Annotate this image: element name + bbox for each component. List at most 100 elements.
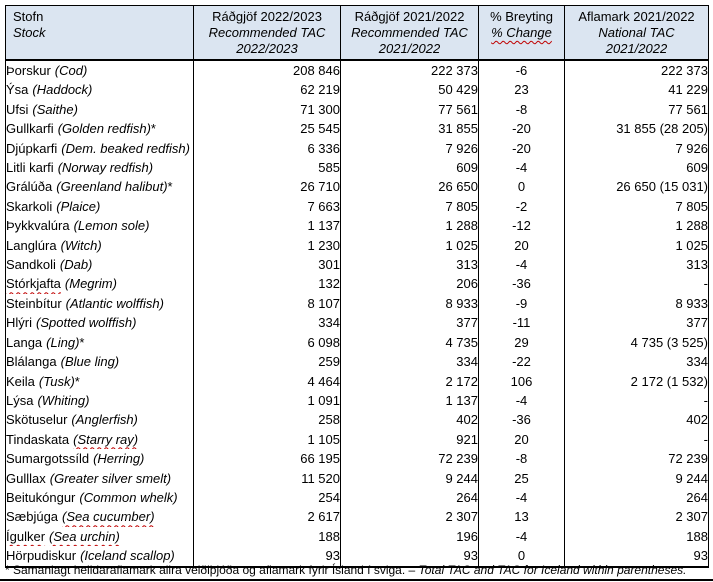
cell-national-tac: 7 926 — [564, 138, 709, 159]
species-name-english: (Saithe) — [32, 101, 78, 117]
header-stofn: Stofn Stock — [5, 5, 194, 61]
cell-national-tac: 313 — [564, 255, 709, 275]
cell-recommended-tac-2021-2022: 334 — [340, 352, 479, 372]
cell-species: Grálúða (Greenland halibut)* — [5, 177, 194, 197]
cell-recommended-tac-2022-2023: 334 — [193, 313, 341, 333]
cell-species: Ufsi (Saithe) — [5, 99, 194, 120]
header-change-line1: % Breyting — [490, 9, 553, 24]
header-aflamark-line1: Aflamark 2021/2022 — [578, 9, 695, 24]
header-rec2122-line2: Recommended TAC — [351, 25, 468, 40]
header-aflamark-line3: 2021/2022 — [605, 41, 668, 56]
table-row: Litli karfi (Norway redfish) 585 609 -4 6… — [5, 158, 709, 178]
table-row: Skötuselur (Anglerfish) 258 402 -36 402 — [5, 410, 709, 430]
cell-species: Litli karfi (Norway redfish) — [5, 158, 194, 178]
species-asterisk: * — [150, 121, 156, 137]
table-row: Ígulker (Sea urchin) 188 196 -4 188 — [5, 526, 709, 547]
cell-recommended-tac-2022-2023: 2 617 — [193, 507, 341, 527]
cell-national-tac: 2 307 — [564, 507, 709, 527]
species-name-english: (Anglerfish) — [71, 412, 138, 428]
cell-species: Gullkarfi (Golden redfish)* — [5, 119, 194, 139]
cell-species: Blálanga (Blue ling) — [5, 352, 194, 372]
cell-national-tac: 1 025 — [564, 235, 709, 256]
cell-recommended-tac-2022-2023: 1 230 — [193, 235, 341, 256]
species-name-icelandic: Blálanga — [6, 354, 57, 370]
cell-recommended-tac-2021-2022: 26 650 — [340, 177, 479, 197]
species-name-english: (Dab) — [59, 257, 93, 273]
cell-species: Sæbjúga (Sea cucumber) — [5, 507, 194, 527]
table-row: Stórkjafta (Megrim) 132 206 -36 - — [5, 274, 709, 294]
cell-recommended-tac-2021-2022: 196 — [340, 526, 479, 547]
species-name-english: (Norway redfish) — [57, 160, 154, 176]
cell-national-tac: 2 172 (1 532) — [564, 371, 709, 391]
cell-percent-change: -20 — [478, 119, 565, 139]
species-name-english: (Ling) — [46, 334, 80, 350]
cell-percent-change: -8 — [478, 449, 565, 469]
species-name-english: (Haddock) — [32, 82, 93, 98]
cell-species: Tindaskata (Starry ray) — [5, 429, 194, 450]
species-name-english: (Dem. beaked redfish) — [61, 140, 190, 156]
cell-national-tac: - — [564, 274, 709, 294]
species-name-icelandic: Sandkoli — [6, 257, 56, 273]
cell-national-tac: 402 — [564, 410, 709, 430]
cell-recommended-tac-2021-2022: 313 — [340, 255, 479, 275]
species-name-icelandic: Þykkvalúra — [6, 218, 70, 234]
species-name-icelandic: Ígulker — [6, 528, 46, 544]
cell-recommended-tac-2021-2022: 72 239 — [340, 449, 479, 469]
species-name-icelandic: Litli karfi — [6, 160, 54, 176]
species-name-icelandic: Hlýri — [6, 315, 33, 331]
table-row: Þorskur (Cod) 208 846 222 373 -6 222 373 — [5, 60, 709, 81]
cell-recommended-tac-2021-2022: 921 — [340, 429, 479, 450]
cell-national-tac: 9 244 — [564, 468, 709, 488]
species-name-icelandic: Keila — [6, 373, 35, 389]
cell-recommended-tac-2022-2023: 132 — [193, 274, 341, 294]
cell-recommended-tac-2021-2022: 93 — [340, 546, 479, 568]
cell-percent-change: 20 — [478, 235, 565, 256]
cell-species: Hlýri (Spotted wolffish) — [5, 313, 194, 333]
table-row: Lýsa (Whiting) 1 091 1 137 -4 - — [5, 390, 709, 411]
cell-percent-change: -4 — [478, 255, 565, 275]
species-name-icelandic: Tindaskata — [6, 431, 70, 447]
cell-recommended-tac-2021-2022: 77 561 — [340, 99, 479, 120]
species-name-english: (Sea urchin) — [49, 528, 120, 544]
species-name-english: (Greenland halibut) — [56, 179, 168, 195]
table-row: Tindaskata (Starry ray) 1 105 921 20 - — [5, 429, 709, 450]
cell-recommended-tac-2021-2022: 2 172 — [340, 371, 479, 391]
table-row: Ufsi (Saithe) 71 300 77 561 -8 77 561 — [5, 99, 709, 120]
cell-species: Langlúra (Witch) — [5, 235, 194, 256]
cell-recommended-tac-2022-2023: 188 — [193, 526, 341, 547]
cell-national-tac: 31 855 (28 205) — [564, 119, 709, 139]
cell-species: Keila (Tusk)* — [5, 371, 194, 391]
species-name-icelandic: Steinbítur — [6, 295, 62, 311]
header-percent-change: % Breyting % Change — [478, 5, 565, 61]
species-name-icelandic: Skarkoli — [6, 198, 53, 214]
species-name-icelandic: Ýsa — [6, 82, 29, 98]
cell-national-tac: 8 933 — [564, 293, 709, 314]
table-row: Langlúra (Witch) 1 230 1 025 20 1 025 — [5, 235, 709, 256]
table-row: Sandkoli (Dab) 301 313 -4 313 — [5, 255, 709, 275]
tac-table: Stofn Stock Ráðgjöf 2022/2023 Recommende… — [5, 5, 709, 568]
species-name-english: (Lemon sole) — [73, 218, 150, 234]
cell-percent-change: -4 — [478, 158, 565, 178]
header-aflamark-line2: National TAC — [598, 25, 675, 40]
species-asterisk: * — [79, 334, 85, 350]
table-row: Beitukóngur (Common whelk) 254 264 -4 264 — [5, 487, 709, 508]
cell-species: Gulllax (Greater silver smelt) — [5, 468, 194, 488]
species-name-icelandic: Þorskur — [6, 63, 51, 78]
cell-species: Hörpudiskur (Iceland scallop) — [5, 546, 194, 568]
cell-species: Þykkvalúra (Lemon sole) — [5, 216, 194, 236]
cell-recommended-tac-2022-2023: 6 336 — [193, 138, 341, 159]
cell-species: Ýsa (Haddock) — [5, 80, 194, 100]
table-row: Blálanga (Blue ling) 259 334 -22 334 — [5, 352, 709, 372]
species-name-english: (Megrim) — [64, 276, 117, 292]
cell-recommended-tac-2021-2022: 1 025 — [340, 235, 479, 256]
footnote: * Samanlagt heildaraflamark allra veiðiþ… — [0, 563, 713, 581]
species-name-english: (Plaice) — [56, 198, 101, 214]
cell-species: Sumargotssíld (Herring) — [5, 449, 194, 469]
species-name-english: (Blue ling) — [60, 354, 120, 370]
cell-recommended-tac-2022-2023: 26 710 — [193, 177, 341, 197]
table-body: Þorskur (Cod) 208 846 222 373 -6 222 373 … — [5, 60, 709, 568]
cell-recommended-tac-2021-2022: 2 307 — [340, 507, 479, 527]
header-change-line2: % Change — [491, 25, 552, 40]
cell-recommended-tac-2022-2023: 258 — [193, 410, 341, 430]
cell-species: Skarkoli (Plaice) — [5, 196, 194, 217]
